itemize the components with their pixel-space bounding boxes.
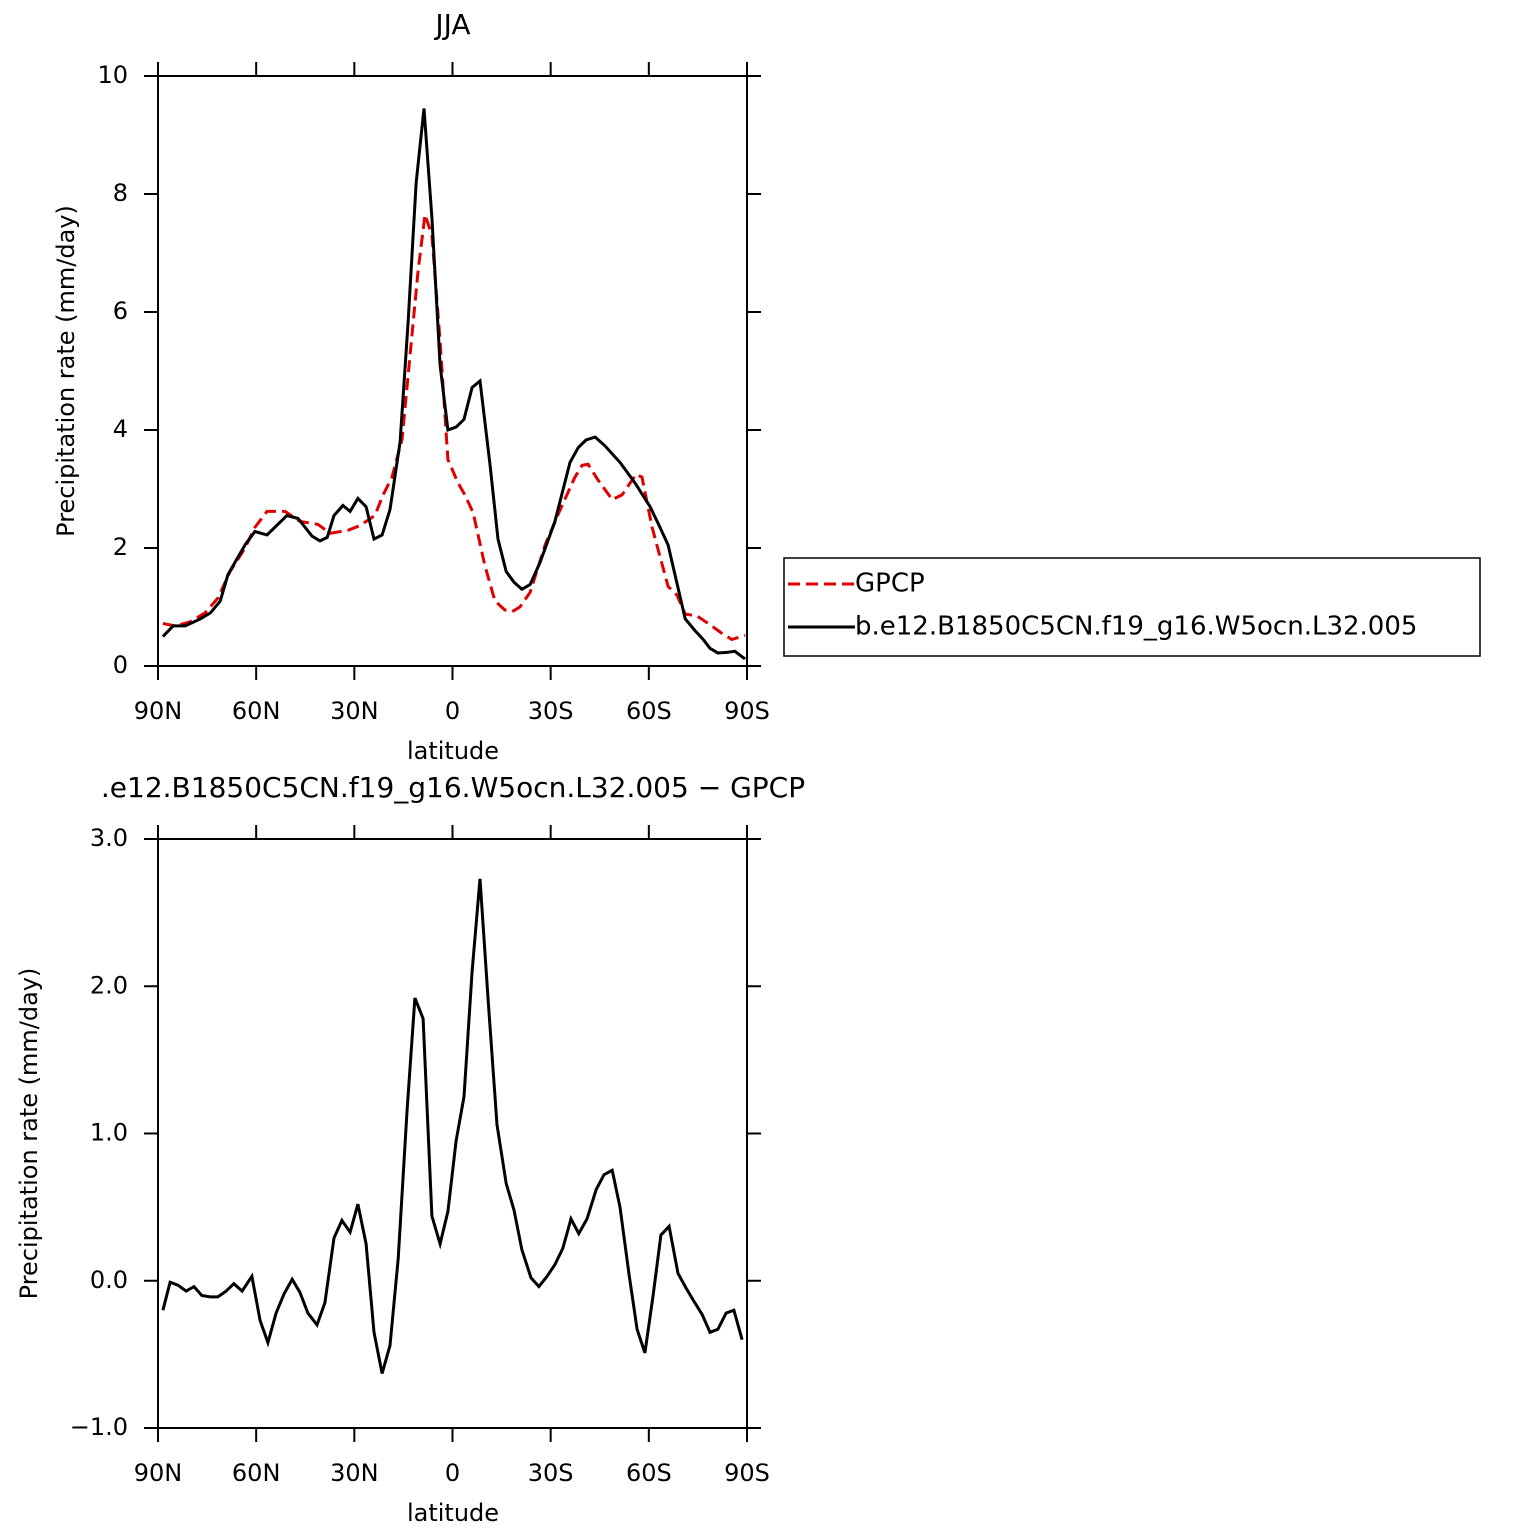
y-tick-label: 10 [97,61,128,89]
x-tick-label: 60N [232,697,281,725]
x-axis-label: latitude [407,1499,499,1527]
legend-label: b.e12.B1850C5CN.f19_g16.W5ocn.L32.005 [855,612,1417,642]
x-tick-label: 60S [626,1459,672,1487]
legend-box [783,557,1481,657]
x-tick-label: 60N [232,1459,281,1487]
y-tick-label: 0 [113,651,128,679]
x-tick-label: 90S [724,697,770,725]
y-tick-label: 2 [113,533,128,561]
x-tick-label: 90N [134,697,183,725]
x-tick-label: 60S [626,697,672,725]
legend-label: GPCP [855,569,925,599]
plot-frame [157,75,748,667]
y-axis-label: Precipitation rate (mm/day) [52,205,80,537]
x-tick-label: 0 [445,697,460,725]
plot-frame [157,838,748,1429]
y-tick-label: 8 [113,179,128,207]
x-tick-label: 90N [134,1459,183,1487]
y-tick-label: 4 [113,415,128,443]
x-tick-label: 30S [528,1459,574,1487]
x-tick-label: 30N [330,697,379,725]
x-axis-label: latitude [407,737,499,765]
x-tick-label: 90S [724,1459,770,1487]
y-tick-label: 3.0 [90,824,128,852]
y-tick-label: 0.0 [90,1266,128,1294]
y-tick-label: −1.0 [70,1413,128,1441]
y-tick-label: 1.0 [90,1119,128,1147]
data-line [161,108,746,661]
y-tick-label: 2.0 [90,971,128,999]
y-axis-label: Precipitation rate (mm/day) [15,968,43,1300]
y-tick-label: 6 [113,297,128,325]
data-line [161,878,744,1374]
x-tick-label: 30N [330,1459,379,1487]
chart-title: .e12.B1850C5CN.f19_g16.W5ocn.L32.005 − G… [101,771,805,804]
x-tick-label: 30S [528,697,574,725]
data-line [162,214,746,642]
chart-title: JJA [433,8,470,41]
x-tick-label: 0 [445,1459,460,1487]
